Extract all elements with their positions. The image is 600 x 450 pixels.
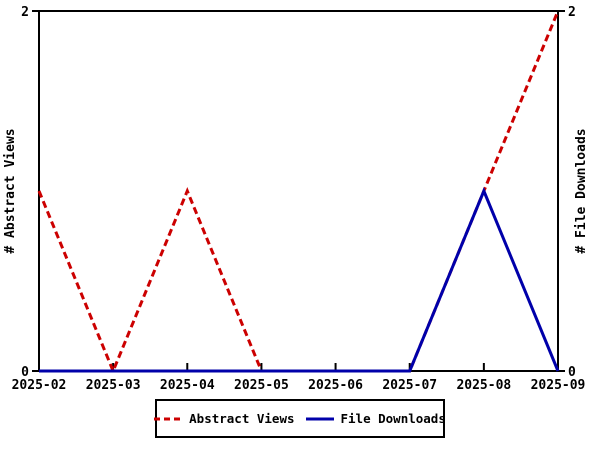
x-tick-label: 2025-06 bbox=[308, 378, 363, 393]
solid-line-icon bbox=[305, 417, 334, 420]
y-left-axis-label: # Abstract Views bbox=[3, 128, 18, 253]
y-left-tick-label: 2 bbox=[21, 5, 29, 20]
series-line-abstract-views bbox=[37, 10, 560, 375]
x-tick-label: 2025-04 bbox=[160, 378, 215, 393]
y-left-tick-label: 0 bbox=[21, 365, 29, 380]
legend-label-abstract-views: Abstract Views bbox=[189, 411, 295, 426]
legend-entry-file-downloads: File Downloads bbox=[305, 411, 446, 426]
legend-entry-abstract-views: Abstract Views bbox=[154, 411, 295, 426]
x-axis-ticks: 2025-02 2025-03 2025-04 2025-05 2025-06 2025-… bbox=[12, 363, 586, 393]
series-group bbox=[37, 10, 560, 375]
x-tick-label: 2025-03 bbox=[86, 378, 141, 393]
x-tick-label: 2025-07 bbox=[382, 378, 437, 393]
x-tick-label: 2025-02 bbox=[12, 378, 67, 393]
dashed-line-icon bbox=[154, 417, 183, 420]
y-right-tick-label: 2 bbox=[568, 5, 576, 20]
x-tick-label: 2025-05 bbox=[234, 378, 289, 393]
plot-border bbox=[38, 10, 559, 372]
y-axis-ticks: 0 0 2 2 bbox=[21, 5, 576, 380]
series-line-file-downloads bbox=[39, 187, 560, 373]
x-tick-label: 2025-08 bbox=[456, 378, 511, 393]
y-right-tick-label: 0 bbox=[568, 365, 576, 380]
x-tick-label: 2025-09 bbox=[531, 378, 586, 393]
legend: Abstract Views File Downloads bbox=[154, 399, 446, 438]
y-right-axis-label: # File Downloads bbox=[574, 128, 589, 253]
legend-label-file-downloads: File Downloads bbox=[340, 411, 446, 426]
